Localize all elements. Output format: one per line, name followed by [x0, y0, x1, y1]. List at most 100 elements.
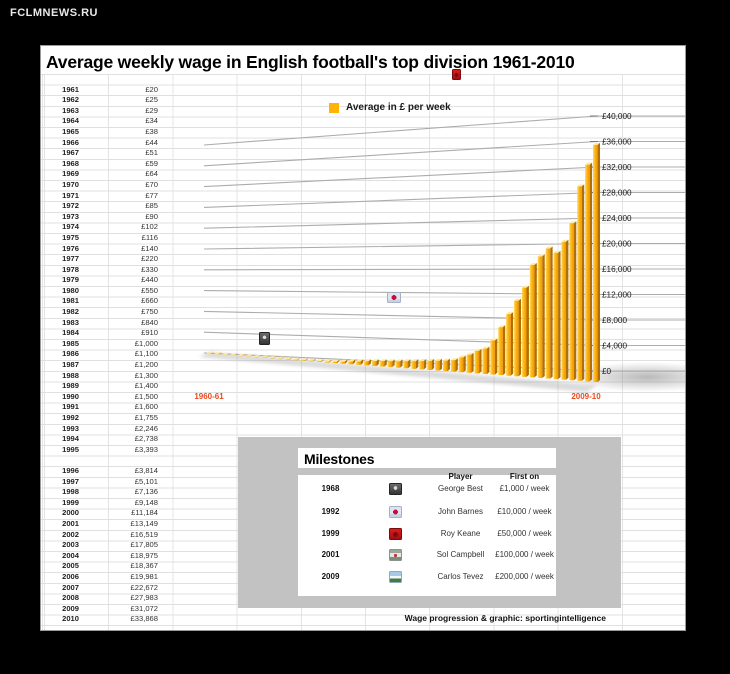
axis-tick-label: £32,000 — [602, 163, 632, 172]
wage-table-row: 1962 £25 — [41, 95, 161, 106]
wage-cell: £3,814 — [134, 465, 158, 475]
wage-bar — [206, 351, 213, 354]
year-cell: 1973 — [62, 211, 79, 221]
wage-table-row: 1963 £29 — [41, 106, 161, 117]
year-cell: 1961 — [62, 84, 79, 94]
year-cell: 1969 — [62, 169, 79, 179]
wage-table-row: 1984 £910 — [41, 328, 161, 339]
wage-bar — [537, 254, 545, 378]
milestone-wage: £100,000 / week — [495, 550, 554, 559]
wage-bar — [308, 358, 316, 362]
wage-table-row: 1983 £840 — [41, 318, 161, 329]
wage-bar — [569, 221, 577, 381]
wage-cell: £220 — [141, 254, 158, 264]
wage-cell: £1,100 — [134, 349, 158, 359]
year-cell: 1978 — [62, 264, 79, 274]
year-cell: 1967 — [62, 148, 79, 158]
wage-bar — [450, 358, 458, 372]
wage-table-row: 1961 £20 — [41, 85, 161, 96]
wage-table-row: 1988 £1,300 — [41, 371, 161, 382]
page-title: Average weekly wage in English football'… — [41, 46, 685, 74]
year-cell: 1964 — [62, 116, 79, 126]
wage-table-row: 1974 £102 — [41, 222, 161, 233]
year-cell: 2001 — [62, 518, 79, 528]
wage-cell: £22,672 — [130, 582, 158, 592]
year-cell: 1985 — [62, 338, 79, 348]
legend-swatch-icon — [329, 102, 339, 113]
milestone-year: 1968 — [321, 484, 340, 493]
george-best-crest-icon — [259, 332, 270, 345]
year-cell: 2006 — [62, 571, 79, 581]
year-cell: 1992 — [62, 413, 79, 422]
wage-table-row: 2007 £22,672 — [41, 583, 161, 594]
wage-cell: £440 — [141, 275, 158, 285]
wage-cell: £31,072 — [130, 603, 158, 613]
year-cell: 1972 — [62, 201, 79, 211]
wage-cell: £2,738 — [134, 434, 158, 444]
year-cell: 1999 — [62, 497, 79, 507]
wage-table-row: 1993 £2,246 — [41, 424, 161, 435]
wage-cell: £1,400 — [134, 381, 158, 391]
liverpool-crest-icon — [389, 506, 402, 518]
year-cell: 1970 — [62, 179, 79, 189]
milestones-table-background — [298, 475, 556, 596]
bar-strip-shadow — [199, 352, 597, 392]
x-axis-end-label: 2009-10 — [571, 392, 601, 401]
year-cell: 2005 — [62, 561, 79, 571]
wage-bar — [490, 338, 498, 375]
wage-bar — [277, 356, 285, 360]
wage-bar — [545, 246, 553, 379]
year-cell: 1998 — [62, 487, 79, 497]
wage-table-row: 1976 £140 — [41, 244, 161, 255]
milestones-title-cell: Milestones — [298, 448, 556, 468]
wage-bar — [514, 298, 522, 377]
wage-cell: £1,300 — [134, 370, 158, 380]
milestone-year: 2001 — [321, 550, 340, 559]
wage-bar — [427, 358, 435, 370]
year-cell: 2003 — [62, 540, 79, 550]
wage-table-row: 1965 £38 — [41, 127, 161, 138]
wage-cell: £29 — [145, 105, 158, 115]
year-cell: 1977 — [62, 254, 79, 264]
wage-table-row: 2006 £19,981 — [41, 572, 161, 583]
wage-cell: £19,981 — [130, 571, 158, 581]
milestone-row: 1999 Roy Keane £50,000 / week — [298, 528, 556, 540]
wage-cell: £51 — [145, 148, 158, 158]
wage-table-row: 1964 £34 — [41, 116, 161, 127]
axis-tick-label: £16,000 — [602, 265, 632, 274]
year-cell: 2010 — [62, 614, 79, 624]
footer-credit: Wage progression & graphic: sportinginte… — [404, 613, 606, 623]
chart-legend: Average in £ per week — [329, 102, 451, 113]
year-cell: 1971 — [62, 190, 79, 200]
year-cell: 1962 — [62, 95, 79, 105]
wage-table-row: 1985 £1,000 — [41, 339, 161, 350]
wage-table-row: 2009 £31,072 — [41, 604, 161, 615]
year-cell: 1968 — [62, 158, 79, 168]
year-cell: 1991 — [62, 402, 79, 412]
year-cell: 1963 — [62, 105, 79, 115]
axis-tick-label: £8,000 — [602, 316, 627, 325]
wage-bar — [553, 250, 561, 380]
wage-cell: £18,975 — [130, 550, 158, 560]
milestone-wage: £10,000 / week — [497, 507, 552, 516]
year-cell: 1975 — [62, 232, 79, 242]
wage-bar — [577, 184, 585, 381]
milestone-year: 1992 — [321, 507, 340, 516]
wage-table-row: 1966 £44 — [41, 138, 161, 149]
wage-cell: £330 — [141, 264, 158, 274]
wage-table-row: 1981 £660 — [41, 296, 161, 307]
arsenal-crest-icon — [389, 549, 402, 561]
wage-table-row: 2000 £11,184 — [41, 508, 161, 519]
axis-tick-label: £24,000 — [602, 214, 632, 223]
wage-cell: £13,149 — [130, 518, 158, 528]
milestone-wage: £1,000 / week — [499, 484, 550, 493]
wage-cell: £116 — [141, 232, 158, 242]
wage-bar — [261, 355, 269, 358]
year-cell: 1965 — [62, 126, 79, 136]
wage-table-row: 1979 £440 — [41, 275, 161, 286]
wage-bar — [435, 358, 443, 371]
milestones-title: Milestones — [304, 451, 375, 467]
year-cell: 1976 — [62, 243, 79, 253]
man-city-crest-icon — [389, 571, 402, 583]
wage-cell: £85 — [145, 201, 158, 211]
